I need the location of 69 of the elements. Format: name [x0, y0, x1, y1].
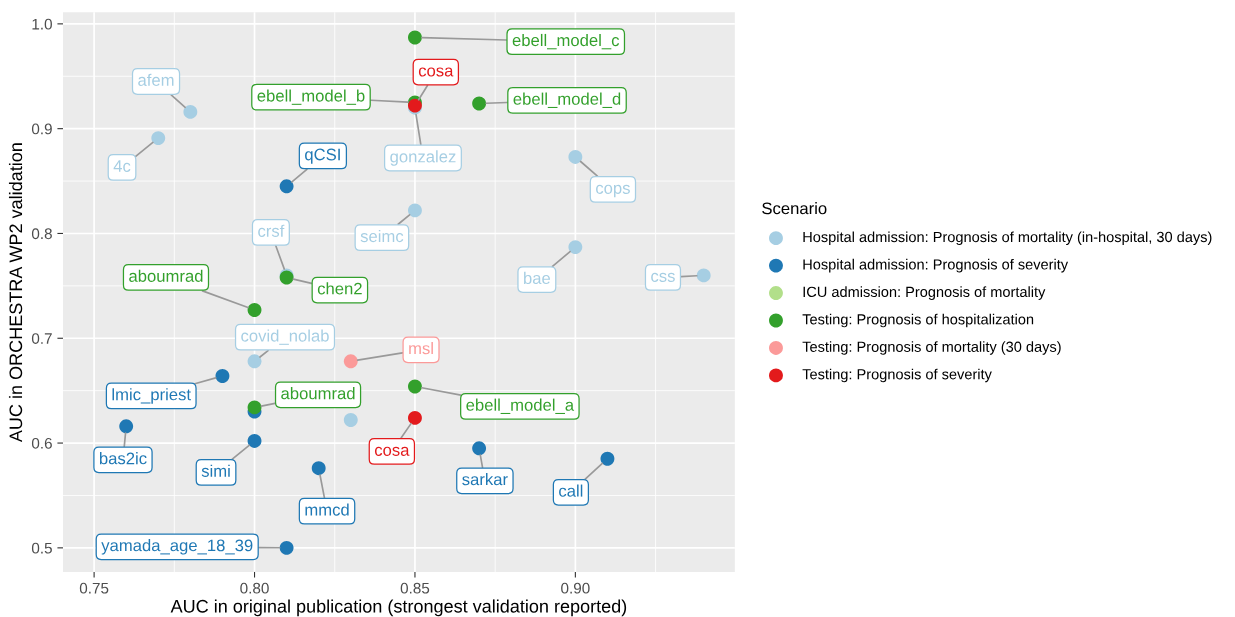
point [408, 203, 422, 218]
legend-label: Testing: Prognosis of mortality (30 days) [802, 341, 1061, 355]
legend-label: ICU admission: Prognosis of mortality [803, 286, 1046, 300]
annotation: ebell_model_d [513, 92, 621, 108]
point [247, 303, 262, 317]
point [696, 268, 711, 283]
y-tick-label: 0.9 [31, 123, 52, 135]
x-axis-title: AUC in original publication (strongest validation reported) [170, 599, 627, 617]
point [279, 179, 294, 194]
annotation: cops [596, 184, 630, 198]
point [247, 400, 262, 415]
point [215, 369, 230, 383]
annotation: gonzalez [390, 150, 456, 166]
point [151, 131, 166, 146]
y-tick-label: 0.5 [31, 542, 52, 554]
x-tick-label: 0.75 [79, 582, 109, 594]
y-tick-label: 1.0 [32, 18, 52, 30]
annotation: yamada_age_18_39 [101, 539, 253, 555]
point [279, 540, 294, 555]
annotation: qCSI [305, 148, 340, 164]
point [311, 461, 326, 476]
annotation: simi [201, 464, 230, 477]
point [119, 419, 134, 434]
point [408, 379, 422, 394]
annotation: msl [409, 342, 433, 355]
point [183, 104, 198, 119]
annotation: css [651, 272, 675, 282]
annotation: lmic_priest [112, 388, 191, 404]
point [472, 96, 487, 111]
point [568, 150, 583, 164]
annotation: aboumrad [129, 269, 203, 282]
annotation: chen2 [317, 282, 362, 295]
legend-label: Hospital admission: Prognosis of severity [803, 258, 1069, 273]
legend-label: Testing: Prognosis of hospitalization [802, 313, 1034, 328]
y-tick-label: 0.6 [31, 437, 52, 449]
y-tick-label: 0.7 [31, 333, 52, 344]
legend-title: Scenario [762, 202, 827, 215]
y-tick-label: 0.8 [31, 228, 52, 240]
annotation: bas2ic [99, 452, 147, 465]
point [343, 413, 358, 427]
point [472, 441, 487, 456]
annotation: aboumrad [281, 387, 355, 400]
x-tick-label: 0.90 [561, 582, 590, 594]
annotation: mmcd [305, 503, 349, 516]
point [343, 354, 358, 369]
annotation: bae [524, 271, 551, 285]
x-tick-label: 0.80 [240, 582, 269, 594]
annotation: call [559, 484, 583, 497]
annotation: crsf [258, 224, 285, 237]
annotation: ebell_model_c [512, 33, 620, 50]
annotation: ebell_model_b [257, 89, 365, 105]
point [568, 240, 583, 255]
annotation: ebell_model_a [466, 398, 575, 414]
annotation: seimc [360, 229, 404, 243]
legend-label: Testing: Prognosis of severity [802, 368, 992, 383]
point [408, 30, 422, 45]
point [600, 451, 615, 466]
y-axis-title: AUC in ORCHESTRA WP2 validation [8, 143, 23, 443]
annotation: covid_nolab [241, 329, 329, 345]
annotation: cosa [418, 67, 454, 77]
point [247, 354, 262, 369]
annotation: 4c [113, 160, 131, 172]
annotation: cosa [374, 446, 410, 456]
annotation: sarkar [462, 473, 508, 486]
point [247, 434, 262, 448]
legend-label: Hospital admission: Prognosis of mortality (in-hospital, 30 days) [803, 231, 1212, 246]
point [408, 410, 422, 425]
x-tick-label: 0.85 [400, 582, 430, 594]
annotation: afem [138, 73, 174, 86]
